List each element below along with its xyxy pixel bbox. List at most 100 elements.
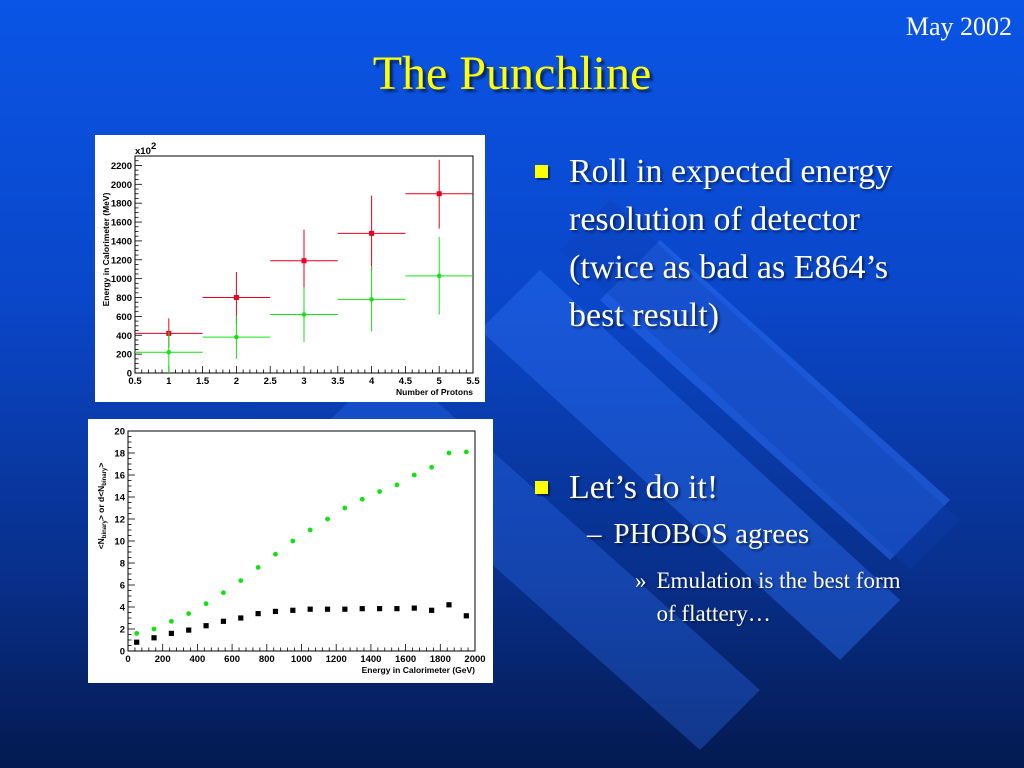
y-tick-label: 600 [116, 312, 132, 323]
circle-marker [238, 578, 244, 583]
y-axis-label: Energy in Calorimeter (MeV) [101, 192, 111, 306]
bullet-lets-do-it: Let’s do it! [535, 464, 935, 512]
square-marker [134, 639, 140, 645]
sub-sub-bullet-emulation: » Emulation is the best form of flattery… [635, 564, 925, 630]
x-tick-label: 1400 [360, 654, 381, 665]
square-marker [324, 606, 331, 612]
x-tick-label: 1 [166, 376, 172, 387]
y-tick-label: 4 [120, 603, 126, 614]
y-tick-label: 8 [120, 559, 125, 570]
chevron-marker: » [635, 568, 647, 593]
square-marker [301, 258, 307, 264]
square-marker [429, 607, 435, 613]
y-tick-label: 1800 [111, 199, 132, 210]
square-marker [307, 606, 313, 612]
circle-marker [411, 472, 417, 478]
square-marker [446, 602, 452, 608]
x-tick-label: 400 [189, 654, 205, 665]
y-axis-label: <Nbinary> or d<Nbinary> [96, 463, 108, 550]
y-tick-label: 14 [114, 493, 125, 504]
x-axis-label: Number of Protons [396, 387, 473, 397]
circle-marker [290, 538, 296, 544]
square-marker [376, 606, 383, 612]
square-marker [359, 606, 365, 612]
circle-marker [446, 450, 452, 456]
circle-marker [186, 611, 192, 616]
y-axis-label-part: > or d<N [96, 486, 106, 520]
data-point-with-error-bars [202, 316, 271, 359]
bullet-text: Let’s do it! [569, 469, 719, 506]
circle-marker [168, 618, 174, 624]
x-tick-label: 5 [437, 376, 443, 387]
x-tick-label: 200 [155, 654, 171, 665]
square-marker [203, 623, 209, 629]
x-tick-label: 1000 [291, 654, 312, 665]
x-tick-label: 2 [234, 376, 239, 387]
y-tick-label: 200 [116, 350, 132, 361]
data-point-with-error-bars [405, 237, 473, 315]
x-tick-label: 1600 [395, 654, 416, 665]
circle-marker [273, 551, 278, 557]
y-tick-label: 1000 [111, 274, 132, 285]
circle-marker [203, 601, 209, 607]
sub-bullet-phobos: – PHOBOS agrees [587, 518, 809, 551]
y-tick-label: 16 [114, 471, 125, 482]
y-tick-label: 12 [114, 515, 125, 526]
x-tick-label: 4.5 [399, 376, 413, 387]
square-marker [168, 630, 174, 636]
x-tick-label: 1800 [430, 654, 451, 665]
circle-marker [221, 590, 226, 596]
circle-marker [307, 527, 313, 533]
square-marker [220, 618, 227, 624]
square-marker [233, 295, 239, 301]
x-tick-label: 2.5 [264, 376, 278, 387]
chart-energy-vs-protons: 0 200 400 600 800 1000 1200 1400 1600 1800 2000 220… [95, 135, 485, 402]
y-axis-label-subscript: binary [102, 467, 108, 486]
data-point-with-error-bars [270, 229, 338, 293]
x-tick-label: 5.5 [466, 376, 480, 387]
x-tick-label: 2000 [464, 654, 485, 665]
y-tick-label: 6 [120, 581, 125, 592]
circle-marker [151, 626, 157, 632]
x-tick-label: 1.5 [196, 376, 210, 387]
y-tick-label: 20 [114, 427, 125, 438]
slide-date: May 2002 [905, 12, 1012, 41]
square-marker [394, 606, 400, 612]
circle-marker [436, 273, 442, 279]
chart-nbinary-vs-energy: 0 2 4 6 8 10 12 14 16 18 20 0 200 400 600 800 1000 1200 14… [88, 419, 493, 683]
x-tick-label: 3 [301, 376, 306, 387]
y-tick-label: 1200 [111, 255, 132, 266]
y-tick-label: 0 [120, 647, 125, 658]
x-tick-label: 3.5 [331, 376, 345, 387]
square-marker [369, 230, 375, 236]
square-marker [411, 605, 417, 611]
square-marker [272, 608, 279, 614]
square-marker [342, 606, 348, 612]
circle-marker [463, 449, 469, 455]
circle-marker [134, 631, 140, 636]
circle-marker [377, 489, 382, 494]
circle-marker [342, 505, 348, 511]
bullet-square-icon [535, 165, 548, 178]
y-multiplier-label: x10 [135, 146, 151, 157]
x-tick-label: 600 [224, 654, 240, 665]
y-axis-label-subscript: binary [102, 520, 108, 539]
bullet-energy-resolution: Roll in expected energy resolution of de… [535, 148, 935, 340]
data-point-with-error-bars [337, 195, 406, 272]
bullet-text: Roll in expected energy resolution of de… [569, 153, 893, 334]
y-tick-label: 0 [127, 369, 132, 380]
x-tick-label: 0.5 [128, 376, 142, 387]
square-marker [186, 627, 192, 633]
y-tick-label: 2 [120, 625, 125, 636]
y-axis-label-part: > [96, 463, 106, 468]
data-point-with-error-bars [405, 159, 473, 229]
y-tick-label: 10 [114, 537, 125, 548]
data-point-with-error-bars [270, 287, 338, 342]
data-point-with-error-bars [135, 331, 203, 373]
x-tick-label: 4 [369, 376, 375, 387]
y-axis-label-part: <N [96, 538, 106, 549]
dash-marker: – [587, 518, 602, 550]
square-marker [290, 607, 296, 613]
data-point-with-error-bars [337, 266, 406, 332]
circle-marker [429, 464, 435, 470]
